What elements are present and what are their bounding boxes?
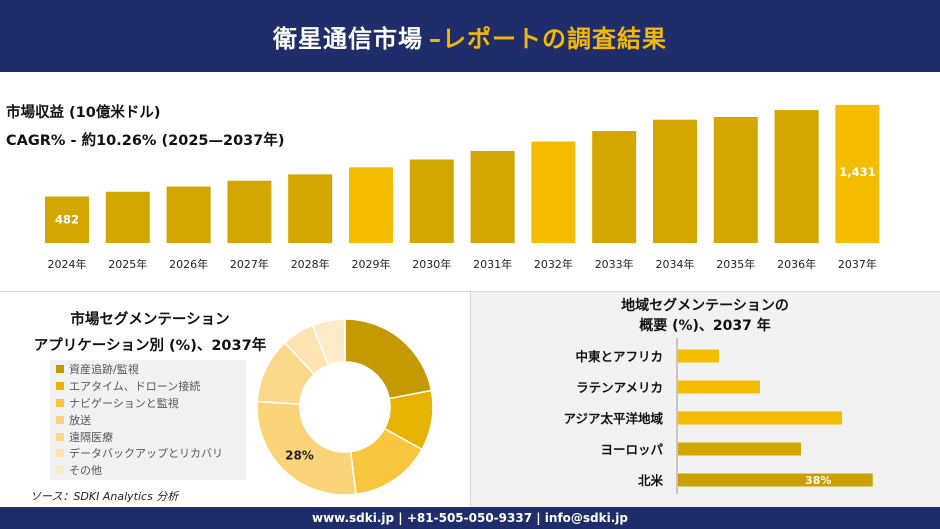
annual-tick-label: 2029年	[352, 257, 391, 271]
regional-category-label: 北米	[638, 473, 664, 488]
annual-tick-label: 2034年	[656, 257, 695, 271]
annual-tick-label: 2030年	[412, 257, 451, 271]
header-title: 衛星通信市場	[273, 24, 423, 53]
legend-swatch	[56, 365, 64, 374]
legend-label: 資産追跡/監視	[69, 363, 139, 377]
legend-swatch	[56, 415, 64, 424]
legend-label: 放送	[69, 413, 91, 427]
annual-bar	[470, 150, 515, 243]
regional-category-label: アジア太平洋地域	[563, 411, 663, 426]
regional-title-line-2: 概要 (%)、2037 年	[639, 318, 771, 334]
annual-tick-label: 2036年	[777, 257, 816, 271]
annual-bar	[592, 131, 637, 243]
source-note: ソース：SDKI Analytics 分析	[30, 490, 179, 503]
regional-category-label: 中東とアフリカ	[575, 349, 663, 364]
annual-bar	[45, 196, 89, 243]
legend-item: ナビゲーションと監視	[50, 395, 246, 412]
legend-item: 資産追跡/監視	[50, 361, 246, 378]
regional-title-line-1: 地域セグメンテーションの	[621, 298, 789, 314]
legend-label: エアタイム、ドローン接続	[69, 380, 201, 394]
annual-tick-label: 2031年	[473, 257, 512, 271]
donut-slice	[311, 318, 346, 367]
annual-tick-label: 2025年	[108, 257, 147, 271]
report-header: 衛星通信市場 –レポートの調査結果	[0, 0, 940, 72]
legend-swatch	[56, 398, 64, 407]
legend-swatch	[56, 466, 64, 475]
regional-segment-title: 地域セグメンテーションの 概要 (%)、2037 年	[560, 296, 850, 336]
annual-bar	[409, 159, 454, 243]
annual-bar	[713, 117, 758, 243]
regional-category-label: ラテンアメリカ	[576, 380, 663, 395]
annual-tick-label: 2032年	[534, 257, 573, 271]
regional-category-label: ヨーロッパ	[600, 442, 663, 457]
donut-slice	[256, 400, 357, 496]
panel-divider	[470, 292, 471, 507]
annual-tick-label: 2026年	[169, 257, 208, 271]
annual-bar	[227, 180, 272, 243]
application-title-line-2: アプリケーション別 (%)、2037年	[33, 338, 267, 354]
legend-item: 放送	[50, 411, 246, 428]
legend-swatch	[56, 449, 64, 458]
legend-label: ナビゲーションと監視	[69, 396, 179, 410]
application-segment-title: 市場セグメンテーション アプリケーション別 (%)、2037年	[20, 307, 280, 359]
application-title-line-1: 市場セグメンテーション	[70, 312, 230, 328]
annual-tick-label: 2033年	[595, 257, 634, 271]
legend-label: 遠隔医療	[69, 430, 113, 444]
annual-data-label: 1,431	[839, 165, 875, 179]
annual-bar	[166, 186, 211, 243]
regional-bar	[678, 380, 760, 394]
annual-data-label: 482	[55, 213, 79, 227]
legend-item: データバックアップとリカバリ	[50, 445, 246, 462]
legend-label: その他	[69, 464, 102, 478]
donut-slice	[344, 318, 433, 400]
annual-bar	[531, 141, 576, 243]
regional-panel-background	[471, 292, 940, 507]
header-title-accent: –レポートの調査結果	[429, 24, 667, 53]
annual-bar-chart: 2024年 482 2025年 2026年 2027年 2028年 2029年 2030年 20…	[45, 104, 880, 271]
annual-tick-label: 2027年	[230, 257, 269, 271]
annual-tick-label: 2035年	[716, 257, 755, 271]
application-legend: 資産追跡/監視エアタイム、ドローン接続 ナビゲーションと監視 放送遠隔医療データバッ…	[50, 360, 246, 480]
annual-bar	[349, 167, 393, 243]
cagr-label: CAGR% - 約10.26% (2025—2037年)	[6, 133, 285, 149]
legend-item: エアタイム、ドローン接続	[50, 378, 246, 395]
legend-swatch	[56, 432, 64, 441]
annual-bar	[105, 191, 150, 243]
legend-item: その他	[50, 462, 246, 479]
annual-bar	[835, 104, 880, 244]
application-donut-chart: 28%	[256, 318, 434, 496]
annual-bar	[774, 110, 819, 243]
section-divider	[0, 291, 940, 292]
annual-tick-label: 2024年	[48, 257, 87, 271]
regional-data-label: 38%	[805, 474, 831, 487]
legend-label: データバックアップとリカバリ	[69, 447, 223, 461]
legend-item: 遠隔医療	[50, 428, 246, 445]
regional-bar	[678, 349, 719, 363]
regional-bar	[678, 473, 873, 487]
regional-bar	[678, 442, 801, 456]
revenue-label: 市場収益 (10億米ドル)	[6, 105, 161, 121]
legend-swatch	[56, 382, 64, 391]
annual-tick-label: 2037年	[838, 257, 877, 271]
donut-data-label: 28%	[285, 448, 314, 462]
regional-bar	[678, 411, 842, 425]
annual-bar	[653, 119, 697, 243]
contact-footer: www.sdki.jp | +81-505-050-9337 | info@sd…	[0, 507, 940, 529]
annual-bar	[288, 174, 333, 243]
annual-tick-label: 2028年	[291, 257, 330, 271]
